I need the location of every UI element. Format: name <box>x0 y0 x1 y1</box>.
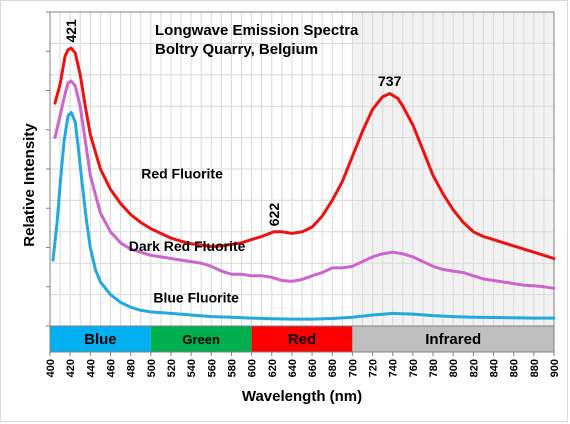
annotation-4: Dark Red Fluorite <box>129 238 246 254</box>
y-axis-label: Relative Intensity <box>21 123 38 247</box>
x-tick-label: 500 <box>146 359 158 377</box>
annotation-2: 737 <box>378 73 402 89</box>
series-line-blue-fluorite <box>51 111 556 321</box>
x-tick-label: 440 <box>85 359 97 377</box>
x-tick-label: 880 <box>529 359 541 377</box>
band-label-green: Green <box>182 332 220 347</box>
band-green <box>150 326 252 352</box>
band-label-blue: Blue <box>84 331 117 348</box>
x-axis-tick-labels: 400 420 440 460 480 500 520 540 560 580 600 620 640 6… <box>45 352 561 377</box>
series-line-dark-red-fluorite <box>53 79 556 290</box>
band-label-red: Red <box>288 331 316 348</box>
x-tick-label: 900 <box>549 359 561 377</box>
gridlines <box>50 12 554 326</box>
x-tick-label: 860 <box>509 359 521 377</box>
series-lines <box>51 46 556 321</box>
x-tick-label: 540 <box>186 359 198 377</box>
x-tick-label: 660 <box>307 359 319 377</box>
x-tick-label: 700 <box>347 359 359 377</box>
chart-subtitle: Boltry Quarry, Belgium <box>155 41 318 58</box>
x-tick-label: 820 <box>468 359 480 377</box>
x-tick-label: 560 <box>206 359 218 377</box>
annotation-3: Red Fluorite <box>141 166 223 182</box>
x-tick-label: 840 <box>489 359 501 377</box>
x-tick-label: 740 <box>388 359 400 377</box>
y-axis-ticks <box>46 11 50 327</box>
band-label-infrared: Infrared <box>425 331 481 348</box>
x-tick-label: 420 <box>65 359 77 377</box>
x-tick-label: 520 <box>166 359 178 377</box>
spectrum-band-bar: Blue Green Red Infrared <box>49 325 555 353</box>
annotations: 421 622 737 Red Fluorite Dark Red Fluorite Bl… <box>63 19 401 306</box>
x-tick-label: 580 <box>226 359 238 377</box>
x-tick-label: 460 <box>105 359 117 377</box>
x-tick-label: 760 <box>408 359 420 377</box>
x-tick-label: 720 <box>368 359 380 377</box>
chart-title: Longwave Emission Spectra <box>155 22 359 39</box>
x-tick-label: 400 <box>45 359 57 377</box>
series-line-red-fluorite <box>53 46 556 260</box>
x-tick-label: 600 <box>247 359 259 377</box>
band-blue <box>50 326 151 352</box>
band-bar-border <box>49 325 555 353</box>
x-axis-label: Wavelength (nm) <box>242 388 362 405</box>
x-tick-label: 800 <box>448 359 460 377</box>
band-infrared <box>352 326 554 352</box>
annotation-5: Blue Fluorite <box>153 290 239 306</box>
band-red <box>251 326 353 352</box>
x-tick-label: 640 <box>287 359 299 377</box>
annotation-0: 421 <box>63 19 79 43</box>
x-tick-label: 480 <box>126 359 138 377</box>
x-tick-label: 780 <box>428 359 440 377</box>
x-tick-label: 620 <box>267 359 279 377</box>
x-tick-label: 680 <box>327 359 339 377</box>
annotation-1: 622 <box>266 203 282 227</box>
